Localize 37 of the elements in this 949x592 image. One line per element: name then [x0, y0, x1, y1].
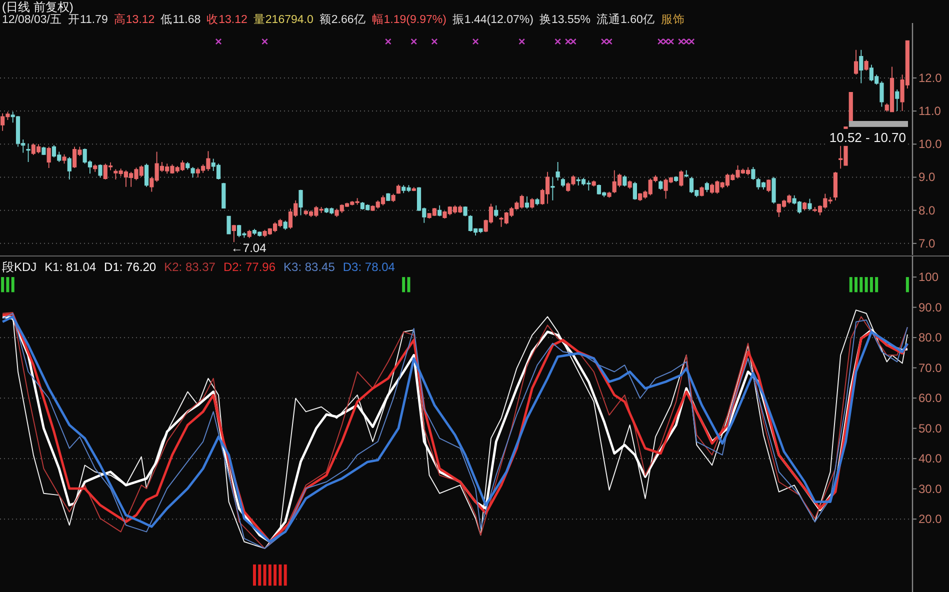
annotation: 12/08/03/五 — [2, 13, 62, 26]
y-tick-label: 50.0 — [918, 421, 942, 436]
text: D2: 77.96 — [223, 260, 276, 274]
y-tick-label: 11.0 — [918, 104, 942, 118]
y-tick-label: 100 — [918, 270, 939, 284]
text: K3: 83.45 — [284, 260, 336, 274]
text: D3: 78.04 — [342, 260, 396, 274]
y-tick-label: 10.0 — [918, 137, 942, 152]
chart-title: (日线 前复权) — [2, 0, 74, 14]
annotation: 收13.12 — [206, 13, 248, 26]
y-tick-label: 8.0 — [918, 203, 936, 218]
annotation: 低11.68 — [160, 13, 201, 26]
y-tick-label: 70.0 — [918, 360, 942, 375]
annotation: 额2.66亿 — [319, 12, 366, 26]
y-tick-label: 9.0 — [918, 170, 936, 184]
y-tick-label: 80.0 — [918, 330, 942, 345]
annotation: 服饰 — [660, 13, 685, 26]
y-tick-label: 12.0 — [918, 70, 942, 85]
y-tick-label: 7.0 — [918, 236, 936, 250]
y-tick-label: 90.0 — [918, 300, 942, 314]
y-tick-label: 40.0 — [918, 452, 942, 466]
chart-title: 段KDJ — [2, 260, 37, 274]
annotation: 高13.12 — [114, 12, 155, 26]
text: K1: 81.04 — [44, 260, 96, 274]
annotation: 幅1.19(9.97%) — [372, 13, 447, 26]
annotation: 换13.55% — [539, 13, 590, 26]
annotation: 流通1.60亿 — [596, 12, 655, 26]
text: D1: 76.20 — [104, 260, 156, 274]
annotation: ←7.04 — [230, 241, 267, 256]
text: K2: 83.37 — [164, 260, 216, 274]
annotation: 开11.79 — [68, 13, 108, 26]
y-tick-label: 60.0 — [918, 391, 942, 406]
y-tick-label: 20.0 — [918, 512, 942, 526]
annotation: 振1.44(12.07%) — [452, 13, 534, 26]
annotation: 量216794.0 — [253, 13, 314, 26]
y-tick-label: 30.0 — [918, 482, 942, 496]
band-label: 10.52 - 10.70 — [829, 130, 906, 145]
